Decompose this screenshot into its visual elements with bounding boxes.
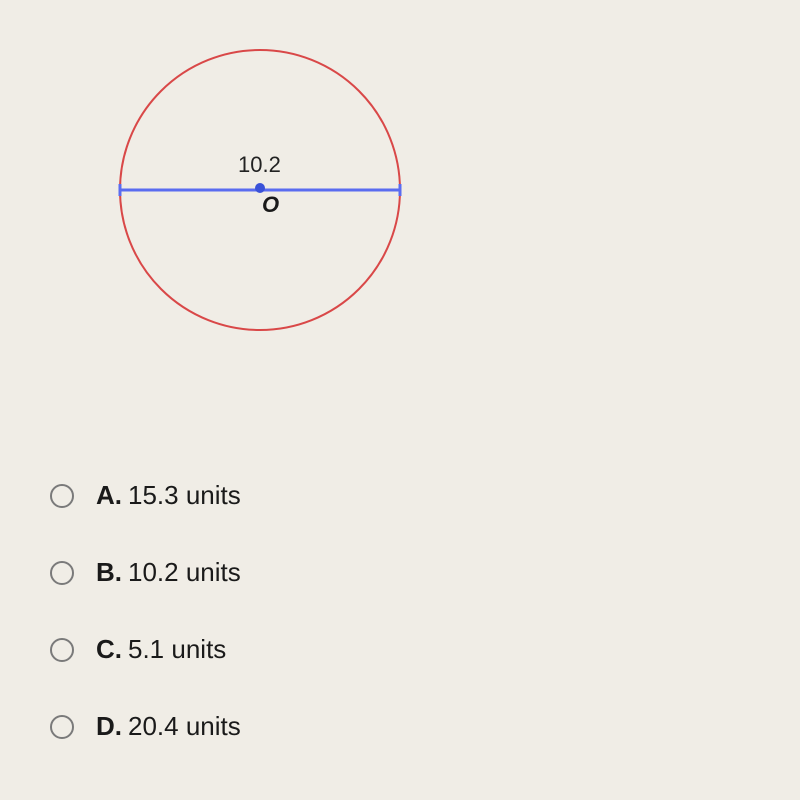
option-c[interactable]: C. 5.1 units [50,634,241,665]
center-label: O [262,192,279,218]
circle-diagram: 10.2 O [110,40,410,340]
radio-b[interactable] [50,561,74,585]
option-letter: C. [96,634,122,665]
option-d[interactable]: D. 20.4 units [50,711,241,742]
radio-c[interactable] [50,638,74,662]
radio-d[interactable] [50,715,74,739]
radio-a[interactable] [50,484,74,508]
option-text: 15.3 units [128,480,241,511]
option-text: 20.4 units [128,711,241,742]
option-text: 5.1 units [128,634,226,665]
diagram-svg [110,40,410,340]
option-letter: D. [96,711,122,742]
option-letter: B. [96,557,122,588]
diameter-value-label: 10.2 [238,152,281,178]
option-text: 10.2 units [128,557,241,588]
option-b[interactable]: B. 10.2 units [50,557,241,588]
option-letter: A. [96,480,122,511]
option-a[interactable]: A. 15.3 units [50,480,241,511]
answer-options: A. 15.3 units B. 10.2 units C. 5.1 units… [50,480,241,788]
